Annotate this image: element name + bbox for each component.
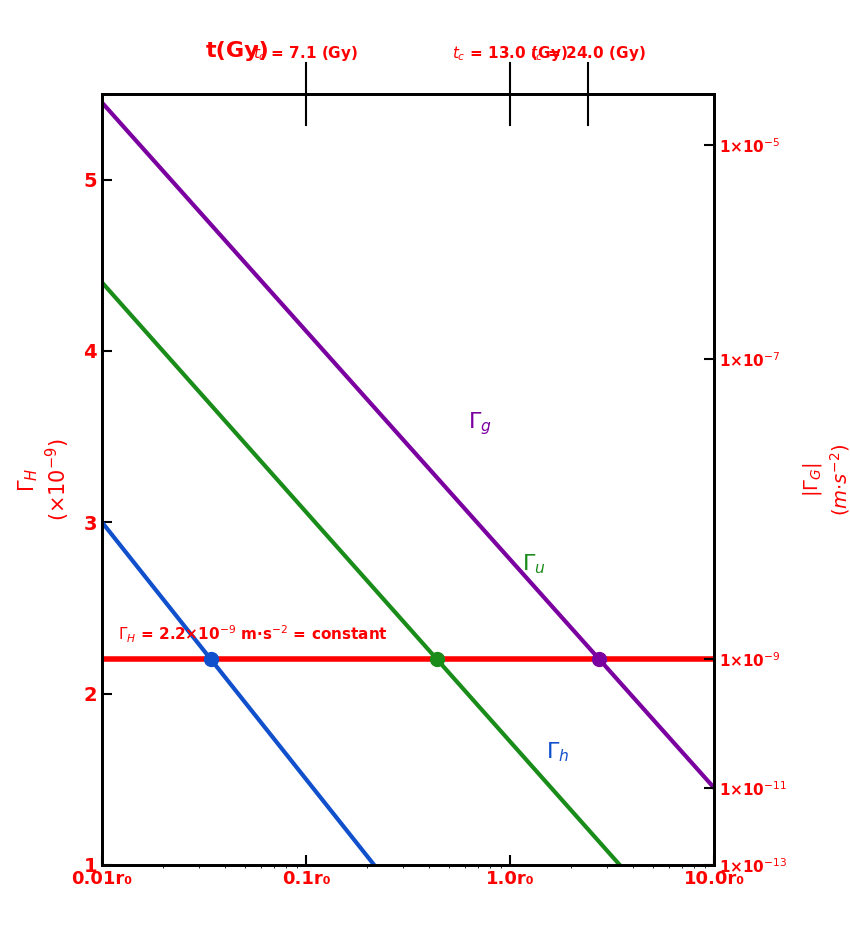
Text: $t_c$ = 24.0 (Gy): $t_c$ = 24.0 (Gy) [530, 44, 645, 63]
Text: $t_c$ = 13.0 (Gy): $t_c$ = 13.0 (Gy) [452, 44, 568, 63]
Point [204, 651, 218, 666]
Text: t(Gy): t(Gy) [207, 41, 269, 61]
Y-axis label: $|\Gamma_G|$
$(m{\cdot}s^{-2})$: $|\Gamma_G|$ $(m{\cdot}s^{-2})$ [802, 443, 850, 516]
Point [592, 651, 606, 666]
Point [430, 651, 444, 666]
Y-axis label: $\Gamma_H$
$(\times10^{-9})$: $\Gamma_H$ $(\times10^{-9})$ [16, 438, 72, 521]
Text: $\Gamma_g$: $\Gamma_g$ [468, 410, 491, 436]
Text: $t_c$ = 7.1 (Gy): $t_c$ = 7.1 (Gy) [253, 44, 359, 63]
Text: $\Gamma_u$: $\Gamma_u$ [523, 552, 546, 576]
Text: $\Gamma_H$ = 2.2×10$^{-9}$ m·s$^{-2}$ = constant: $\Gamma_H$ = 2.2×10$^{-9}$ m·s$^{-2}$ = … [118, 624, 388, 645]
Text: $\Gamma_h$: $\Gamma_h$ [546, 741, 570, 764]
